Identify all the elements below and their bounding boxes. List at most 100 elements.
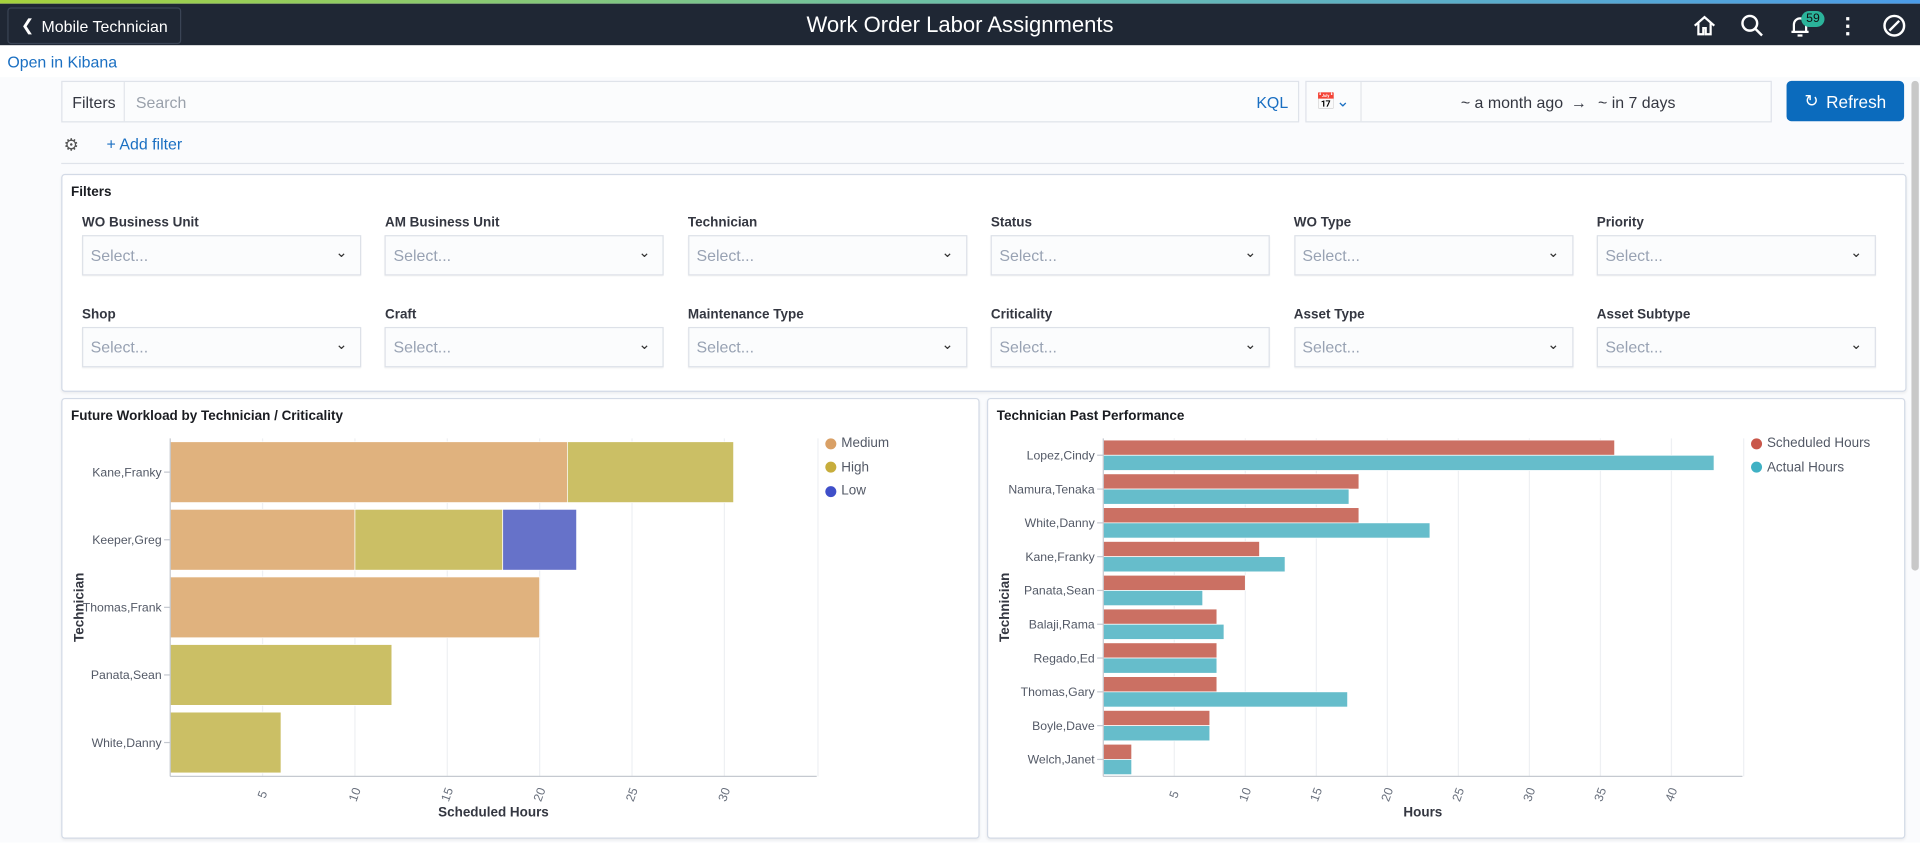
panel-title: Filters bbox=[71, 184, 112, 200]
y-tick-label: Keeper,Greg bbox=[92, 533, 162, 547]
calendar-icon[interactable]: 📅⌄ bbox=[1316, 91, 1350, 111]
priority-select[interactable]: Select... ⌄ bbox=[1596, 235, 1876, 276]
technician-select[interactable]: Select... ⌄ bbox=[687, 235, 968, 276]
asset-type-label: Asset Type bbox=[1293, 307, 1365, 323]
bar-scheduled-hours[interactable] bbox=[1102, 642, 1218, 659]
criticality-select[interactable]: Select... ⌄ bbox=[990, 326, 1271, 368]
bar-actual-hours[interactable] bbox=[1102, 725, 1211, 742]
am-business-unit-select[interactable]: Select... ⌄ bbox=[384, 235, 665, 276]
craft-select[interactable]: Select... ⌄ bbox=[384, 326, 665, 368]
scrollbar[interactable] bbox=[1911, 80, 1919, 571]
y-axis-label: Technician bbox=[71, 573, 86, 642]
bar-scheduled-hours[interactable] bbox=[1102, 608, 1218, 625]
bar-scheduled-hours[interactable] bbox=[1102, 507, 1360, 524]
app-header: ❮ Mobile Technician Work Order Labor Assi… bbox=[0, 3, 1920, 46]
kql-toggle[interactable]: KQL bbox=[1256, 93, 1289, 112]
chevron-down-icon: ⌄ bbox=[1850, 243, 1863, 261]
x-tick-label: 35 bbox=[1591, 786, 1609, 804]
select-placeholder: Select... bbox=[696, 337, 755, 357]
wo-type-select[interactable]: Select... ⌄ bbox=[1293, 235, 1573, 276]
bar-scheduled-hours[interactable] bbox=[1102, 676, 1218, 693]
legend-label: Low bbox=[841, 483, 866, 499]
y-tick-label: Namura,Tenaka bbox=[1008, 482, 1095, 496]
divider bbox=[123, 82, 125, 122]
refresh-label: Refresh bbox=[1826, 91, 1887, 111]
criticality-label: Criticality bbox=[990, 307, 1053, 323]
bar-high[interactable] bbox=[169, 711, 282, 774]
x-axis-label: Hours bbox=[1403, 805, 1442, 820]
bar-scheduled-hours[interactable] bbox=[1102, 439, 1615, 456]
asset-type-select[interactable]: Select... ⌄ bbox=[1293, 326, 1573, 368]
chevron-down-icon: ⌄ bbox=[335, 335, 348, 353]
bar-actual-hours[interactable] bbox=[1102, 759, 1133, 776]
gear-icon[interactable]: ⚙ bbox=[63, 134, 80, 155]
more-actions-icon[interactable]: ⋮ bbox=[1836, 12, 1859, 38]
x-tick-label: 5 bbox=[255, 789, 271, 800]
bar-actual-hours[interactable] bbox=[1102, 522, 1431, 539]
bar-scheduled-hours[interactable] bbox=[1102, 574, 1246, 591]
bar-high[interactable] bbox=[169, 644, 393, 706]
query-bar: Filters Search KQL bbox=[61, 80, 1300, 123]
search-icon[interactable] bbox=[1739, 12, 1766, 39]
chevron-down-icon: ⌄ bbox=[1547, 243, 1560, 261]
y-tick-label: Regado,Ed bbox=[1033, 651, 1094, 665]
legend-label: Scheduled Hours bbox=[1766, 435, 1871, 451]
maintenance-type-select[interactable]: Select... ⌄ bbox=[687, 326, 968, 368]
date-start[interactable]: ~ a month ago bbox=[1460, 93, 1564, 112]
top-accent-bar bbox=[0, 0, 1920, 4]
y-tick-label: Thomas,Frank bbox=[83, 601, 163, 615]
bar-medium[interactable] bbox=[169, 441, 568, 503]
legend-item[interactable]: Scheduled Hours bbox=[1751, 436, 1870, 451]
bar-high[interactable] bbox=[566, 441, 734, 503]
x-tick-label: 20 bbox=[1378, 786, 1396, 804]
search-input[interactable]: Search bbox=[135, 93, 187, 112]
arrow-right-icon: → bbox=[1571, 93, 1587, 112]
bar-high[interactable] bbox=[354, 508, 504, 571]
shop-select[interactable]: Select... ⌄ bbox=[82, 326, 362, 368]
bar-actual-hours[interactable] bbox=[1102, 623, 1225, 640]
select-placeholder: Select... bbox=[696, 246, 755, 265]
bar-actual-hours[interactable] bbox=[1102, 590, 1204, 607]
open-in-kibana-link[interactable]: Open in Kibana bbox=[7, 52, 1920, 73]
chevron-down-icon: ⌄ bbox=[1547, 335, 1560, 353]
date-end[interactable]: ~ in 7 days bbox=[1597, 93, 1676, 112]
x-tick-label: 25 bbox=[623, 786, 641, 804]
add-filter-button[interactable]: + Add filter bbox=[106, 134, 183, 154]
bar-medium[interactable] bbox=[169, 576, 541, 639]
y-tick-label: White,Danny bbox=[92, 736, 163, 750]
legend-label: High bbox=[841, 459, 869, 475]
legend-item[interactable]: Actual Hours bbox=[1751, 460, 1844, 474]
shop-label: Shop bbox=[82, 307, 116, 323]
asset-subtype-select[interactable]: Select... ⌄ bbox=[1596, 326, 1876, 368]
priority-label: Priority bbox=[1596, 215, 1644, 231]
bar-scheduled-hours[interactable] bbox=[1102, 541, 1260, 558]
bar-low[interactable] bbox=[502, 508, 577, 571]
select-placeholder: Select... bbox=[393, 246, 452, 265]
back-button[interactable]: ❮ Mobile Technician bbox=[7, 7, 182, 45]
legend-item[interactable]: Medium bbox=[825, 436, 889, 451]
wo-business-unit-select[interactable]: Select... ⌄ bbox=[82, 235, 362, 276]
y-axis-label: Technician bbox=[997, 573, 1012, 642]
legend-swatch-icon bbox=[825, 461, 837, 473]
bar-medium[interactable] bbox=[169, 508, 356, 571]
select-placeholder: Select... bbox=[1605, 337, 1663, 357]
refresh-button[interactable]: ↻ Refresh bbox=[1786, 80, 1905, 122]
bar-actual-hours[interactable] bbox=[1102, 657, 1218, 674]
bar-scheduled-hours[interactable] bbox=[1102, 743, 1133, 760]
select-placeholder: Select... bbox=[90, 246, 149, 265]
bar-scheduled-hours[interactable] bbox=[1102, 473, 1360, 490]
chevron-left-icon: ❮ bbox=[20, 15, 35, 35]
filters-label[interactable]: Filters bbox=[72, 93, 116, 112]
legend-item[interactable]: Low bbox=[825, 483, 866, 499]
home-icon[interactable] bbox=[1691, 12, 1718, 39]
status-select[interactable]: Select... ⌄ bbox=[990, 235, 1271, 276]
legend-item[interactable]: High bbox=[825, 459, 869, 475]
bar-actual-hours[interactable] bbox=[1102, 488, 1350, 505]
bar-actual-hours[interactable] bbox=[1102, 556, 1286, 573]
bar-actual-hours[interactable] bbox=[1102, 454, 1715, 471]
bar-scheduled-hours[interactable] bbox=[1102, 710, 1211, 727]
navbar-compass-icon[interactable] bbox=[1881, 12, 1908, 39]
legend-label: Medium bbox=[841, 435, 890, 451]
legend-swatch-icon bbox=[825, 485, 837, 497]
bar-actual-hours[interactable] bbox=[1102, 691, 1348, 708]
